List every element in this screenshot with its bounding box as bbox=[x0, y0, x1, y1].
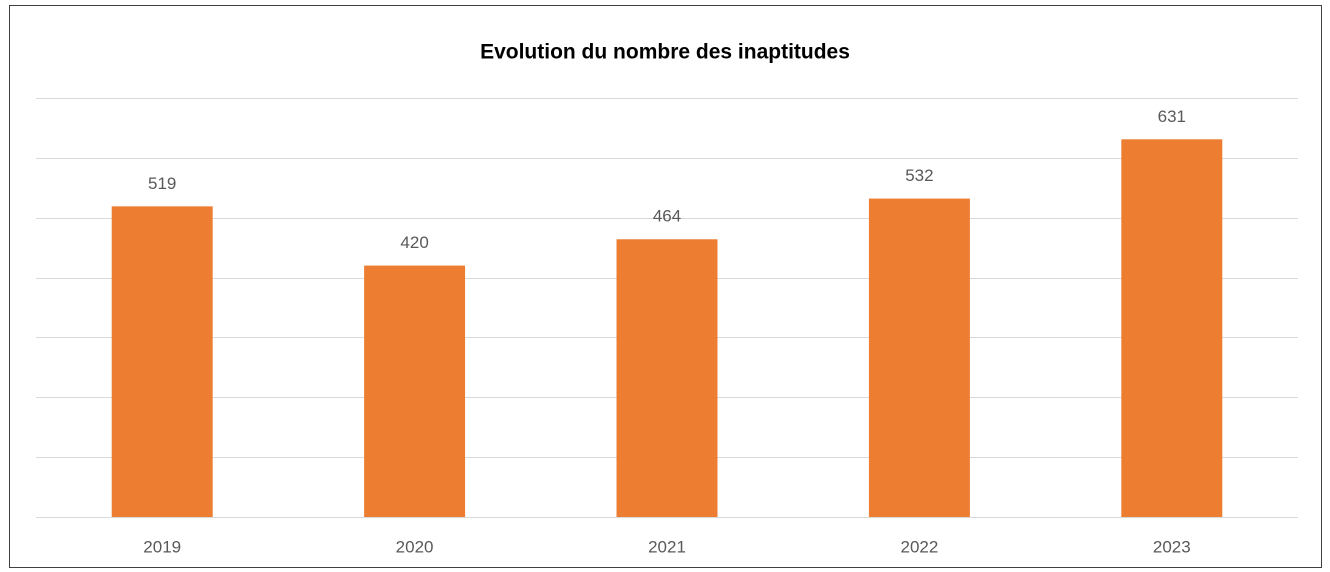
chart-title: Evolution du nombre des inaptitudes bbox=[480, 41, 850, 64]
data-label: 420 bbox=[400, 233, 428, 252]
x-tick-label: 2021 bbox=[648, 537, 686, 556]
bar bbox=[616, 239, 718, 517]
x-tick-label: 2023 bbox=[1153, 537, 1191, 556]
x-tick-label: 2022 bbox=[900, 537, 938, 556]
data-label: 519 bbox=[148, 174, 176, 193]
x-tick-label: 2020 bbox=[396, 537, 434, 556]
data-label: 631 bbox=[1158, 107, 1186, 126]
data-label: 532 bbox=[905, 166, 933, 185]
bar bbox=[868, 198, 970, 517]
x-tick-label: 2019 bbox=[143, 537, 181, 556]
bar bbox=[364, 265, 466, 517]
bar bbox=[111, 206, 213, 517]
bar bbox=[1121, 139, 1223, 517]
data-label: 464 bbox=[653, 207, 681, 226]
